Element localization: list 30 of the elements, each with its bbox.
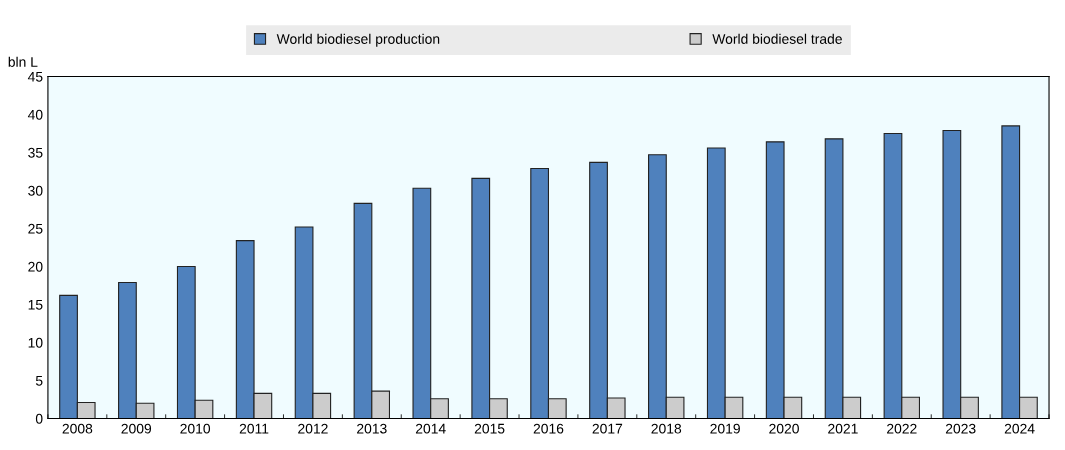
x-tick-label: 2013 [357,423,387,434]
x-tick-label: 2018 [651,423,682,434]
x-tick-label: 2024 [1004,423,1035,434]
y-tick-label: 5 [35,375,43,386]
x-tick-label: 2015 [474,423,505,434]
x-tick-label: 2010 [180,423,211,434]
x-tick-label: 2019 [710,423,740,434]
y-axis-title: bln L [8,56,38,67]
x-tick-label: 2014 [415,423,446,434]
legend-label: World biodiesel trade [712,33,842,44]
x-tick-label: 2016 [533,423,564,434]
x-tick-label: 2017 [592,423,623,434]
y-tick-label: 45 [27,71,43,82]
y-tick-label: 20 [28,261,43,272]
y-tick-label: 15 [28,299,43,310]
legend-label: World biodiesel production [276,33,440,47]
y-tick-label: 40 [27,109,43,120]
x-tick-label: 2023 [945,423,976,434]
x-tick-label: 2011 [239,423,269,434]
x-tick-label: 2012 [298,423,328,434]
x-tick-label: 2009 [121,423,152,434]
y-tick-label: 25 [28,223,43,234]
y-tick-label: 35 [28,147,43,158]
y-tick-label: 10 [28,337,43,348]
x-tick-label: 2021 [828,423,858,434]
x-tick-label: 2022 [887,423,917,434]
x-tick-label: 2008 [62,423,93,434]
x-tick-label: 2020 [769,423,799,434]
y-tick-label: 0 [35,413,43,424]
y-tick-label: 30 [28,185,43,196]
